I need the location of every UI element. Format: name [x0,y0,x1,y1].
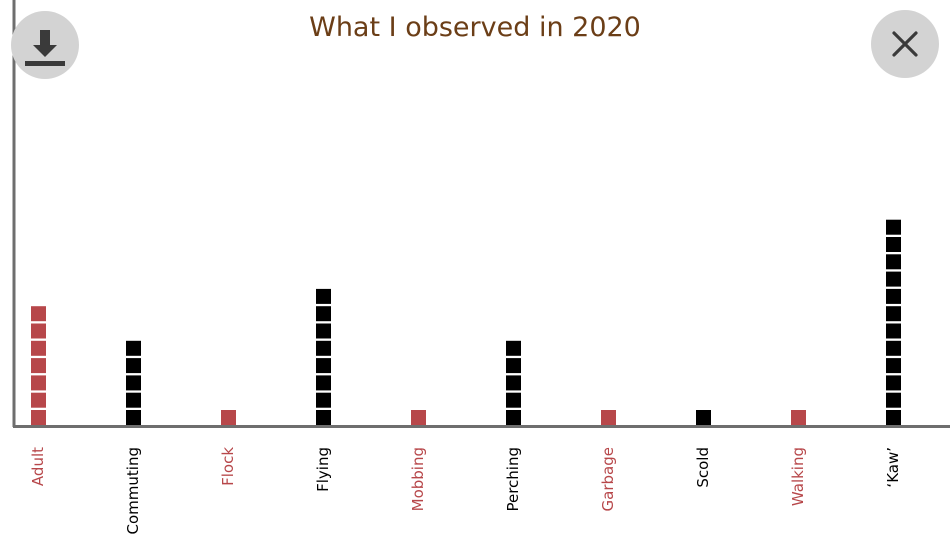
x-tick-labels: Adult Commuting Flock Flying Mobbing Perching… [29,447,902,534]
bar-square-10-6 [886,323,901,339]
bar-square-6-2 [506,392,521,408]
bar-square-1-2 [31,392,46,408]
bar-square-1-1 [31,410,46,425]
bar-square-10-10 [886,254,901,270]
x-tick-label: Adult [29,447,47,486]
bar-square-10-5 [886,340,901,356]
bar-square-1-7 [31,306,46,322]
bar-square-5-1 [411,410,426,425]
bar-square-10-4 [886,358,901,374]
x-tick-label: ‘Kaw’ [884,447,902,488]
bar-square-2-5 [126,340,141,356]
bar-square-4-2 [316,392,331,408]
bar-square-10-1 [886,410,901,425]
bar-square-4-8 [316,288,331,304]
bar-square-2-2 [126,392,141,408]
bar-square-1-6 [31,323,46,339]
bar-square-4-4 [316,358,331,374]
bar-square-10-8 [886,288,901,304]
download-icon [25,30,65,66]
bar-square-10-2 [886,392,901,408]
bar-square-8-1 [696,410,711,425]
chart-marks [31,219,901,425]
x-tick-label: Garbage [599,447,617,511]
x-tick-label: Flock [219,447,237,486]
bar-square-6-3 [506,375,521,391]
bar-square-1-4 [31,358,46,374]
bar-square-1-5 [31,340,46,356]
x-tick-label: Scold [694,447,712,488]
close-button[interactable] [871,10,939,78]
bar-square-4-1 [316,410,331,425]
close-icon [892,31,918,57]
bar-square-6-5 [506,340,521,356]
bar-square-3-1 [221,410,236,425]
bar-square-4-5 [316,340,331,356]
bar-square-7-1 [601,410,616,425]
bar-square-4-3 [316,375,331,391]
x-tick-label: Walking [789,447,807,506]
bar-square-10-12 [886,219,901,235]
bar-square-10-9 [886,271,901,287]
bar-square-2-1 [126,410,141,425]
bar-square-6-4 [506,358,521,374]
chart-title: What I observed in 2020 [309,12,641,43]
x-tick-label: Flying [314,447,332,492]
bar-square-9-1 [791,410,806,425]
bar-square-4-6 [316,323,331,339]
bar-square-6-1 [506,410,521,425]
download-button[interactable] [11,11,79,79]
bar-square-10-7 [886,306,901,322]
bar-square-2-3 [126,375,141,391]
x-tick-label: Perching [504,447,522,512]
x-tick-label: Commuting [124,447,142,534]
bar-square-4-7 [316,306,331,322]
bar-square-10-11 [886,237,901,252]
bar-square-1-3 [31,375,46,391]
bar-square-10-3 [886,375,901,391]
x-tick-label: Mobbing [409,447,427,511]
bar-square-2-4 [126,358,141,374]
